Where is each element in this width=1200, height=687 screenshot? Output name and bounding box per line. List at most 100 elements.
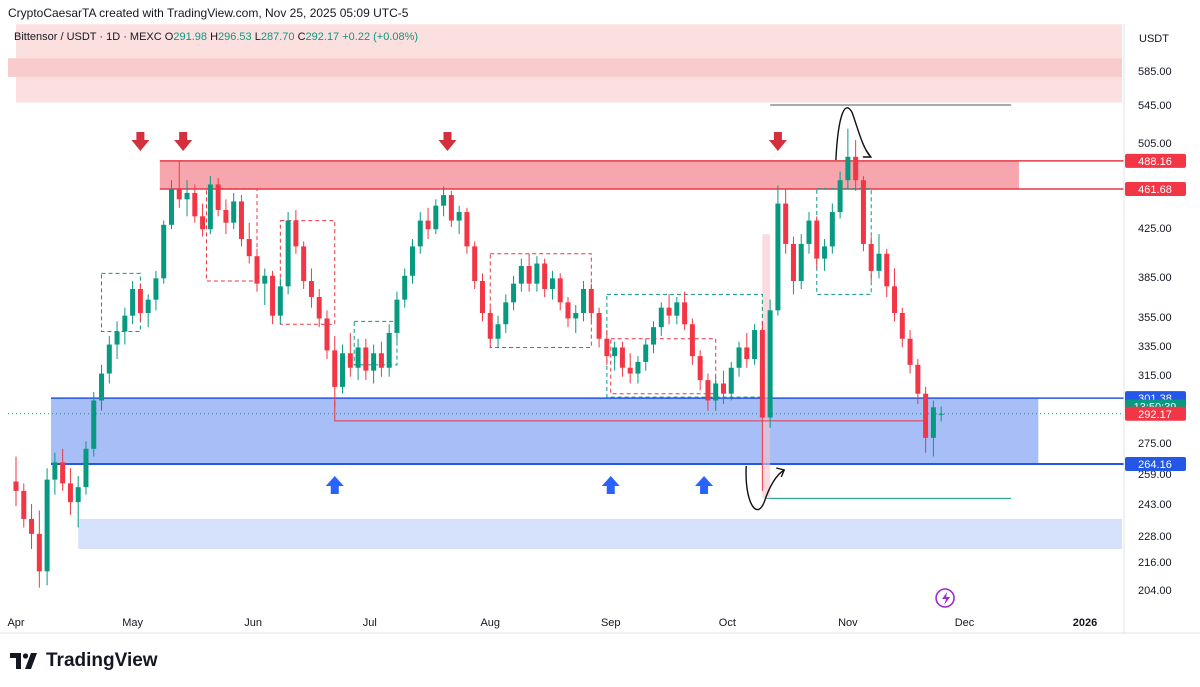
candle-body: [122, 315, 128, 332]
candle-body: [184, 192, 190, 200]
candle-body: [814, 220, 820, 259]
y-tick-label: 335.00: [1138, 341, 1172, 353]
candle-body: [231, 201, 237, 223]
annotation-lines-layer: [8, 104, 1124, 499]
candle-body: [161, 224, 167, 279]
support-zone: [50, 398, 1039, 465]
y-tick-label: 585.00: [1138, 66, 1172, 78]
currency-label: USDT: [1139, 33, 1169, 45]
price-label-box-resistance-bottom: [1125, 182, 1186, 197]
y-tick-label: 243.00: [1138, 499, 1172, 511]
candle-body: [363, 347, 369, 371]
candle-body: [658, 307, 664, 328]
candle-body: [526, 265, 532, 284]
candle-body: [682, 302, 688, 325]
x-tick-label: Jul: [363, 617, 377, 629]
candle-body: [270, 275, 276, 316]
low-value: 287.70: [260, 31, 295, 43]
markers-layer: [131, 107, 955, 608]
tradingview-logo[interactable]: TradingView: [10, 650, 158, 672]
candle-body: [674, 302, 680, 316]
candle-body: [853, 156, 859, 181]
x-tick-label: Jun: [244, 617, 262, 629]
y-tick-label: 216.00: [1138, 557, 1172, 569]
candle-body: [402, 275, 408, 300]
axes-layer: USDT 585.00 545.00 505.00 425.00 385.00 355.00…: [0, 24, 1200, 634]
y-tick-label: 385.00: [1138, 272, 1172, 284]
open-label: O: [164, 31, 174, 43]
candle-body: [806, 220, 812, 244]
candle-body: [99, 373, 105, 401]
structure-box-7: [610, 338, 717, 395]
low-label: L: [254, 31, 261, 43]
price-label-resistance-bottom: 461.68: [1138, 184, 1172, 196]
lower-support-zone: [78, 518, 1122, 549]
high-label: H: [210, 31, 219, 43]
candle-body: [410, 246, 416, 276]
candle-body: [643, 344, 649, 362]
candle-body: [168, 188, 174, 225]
candle-body: [845, 156, 851, 181]
symbol-info-bar: Bittensor / USDT · 1D · MEXC O291.98 H 29…: [14, 31, 418, 43]
x-tick-label: Aug: [480, 617, 500, 629]
candle-body: [775, 203, 781, 311]
x-tick-label: Dec: [955, 617, 975, 629]
candle-body: [21, 490, 27, 519]
candle-body: [29, 518, 35, 534]
structure-box-2: [205, 188, 258, 282]
open-value: 291.98: [173, 31, 207, 43]
price-label-last-price: 292.17: [1138, 409, 1172, 421]
chart-attribution: CryptoCaesarTA created with TradingView.…: [8, 6, 409, 20]
candle-body: [892, 286, 898, 313]
candle-body: [448, 195, 454, 221]
candle-body: [868, 243, 874, 271]
candle-body: [324, 318, 330, 351]
candle-body: [347, 353, 353, 368]
candle-body: [573, 313, 579, 319]
candle-body: [285, 220, 291, 287]
price-label-box-support-bottom: [1125, 457, 1186, 472]
down-arrow-icon: [174, 132, 193, 151]
candle-body: [238, 201, 244, 240]
candle-body: [837, 180, 843, 213]
candle-body: [130, 289, 136, 316]
candle-body: [487, 313, 493, 339]
candle-body: [332, 350, 338, 387]
candle-body: [503, 302, 509, 325]
candle-body: [907, 338, 913, 365]
candle-body: [604, 338, 610, 357]
candle-body: [254, 256, 260, 284]
x-tick-label: 2026: [1073, 617, 1097, 629]
candle-body: [767, 310, 773, 418]
candle-body: [915, 364, 921, 394]
candle-body: [728, 367, 734, 394]
candle-body: [293, 220, 299, 247]
y-tick-label: 204.00: [1138, 585, 1172, 597]
candle-body: [472, 246, 478, 281]
candle-body: [83, 448, 89, 488]
candle-body: [938, 413, 944, 415]
candle-body: [720, 383, 726, 394]
candle-body: [899, 313, 905, 339]
y-tick-label: 505.00: [1138, 138, 1172, 150]
candle-body: [355, 347, 361, 368]
close-value: 292.17: [305, 31, 340, 43]
candle-body: [192, 192, 198, 217]
candle-body: [759, 330, 765, 418]
candle-body: [923, 393, 929, 438]
candle-body: [145, 299, 151, 313]
symbol-title: Bittensor / USDT · 1D · MEXC: [14, 31, 162, 43]
sweep-top-arrowhead: [862, 149, 873, 158]
x-tick-label: Oct: [719, 617, 736, 629]
lightning-icon: [935, 588, 955, 608]
candle-body: [52, 462, 58, 480]
candle-body: [666, 307, 672, 316]
up-arrow-icon: [325, 476, 344, 494]
x-tick-label: Nov: [838, 617, 858, 629]
candle-body: [876, 253, 882, 271]
candle-body: [36, 533, 42, 572]
upper-supply-band: [8, 58, 1122, 77]
x-tick-label: Apr: [7, 617, 24, 629]
candle-body: [884, 253, 890, 287]
